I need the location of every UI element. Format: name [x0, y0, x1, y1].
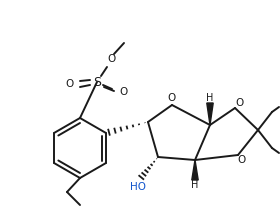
Text: O: O	[235, 98, 243, 108]
Text: O: O	[119, 87, 127, 97]
Polygon shape	[192, 160, 198, 180]
Text: O: O	[168, 93, 176, 103]
Text: O: O	[65, 79, 73, 89]
Text: H: H	[206, 93, 214, 103]
Text: S: S	[93, 75, 101, 88]
Polygon shape	[207, 103, 213, 125]
Text: O: O	[107, 54, 115, 64]
Text: H: H	[191, 180, 199, 190]
Text: O: O	[238, 155, 246, 165]
Text: HO: HO	[130, 182, 146, 192]
